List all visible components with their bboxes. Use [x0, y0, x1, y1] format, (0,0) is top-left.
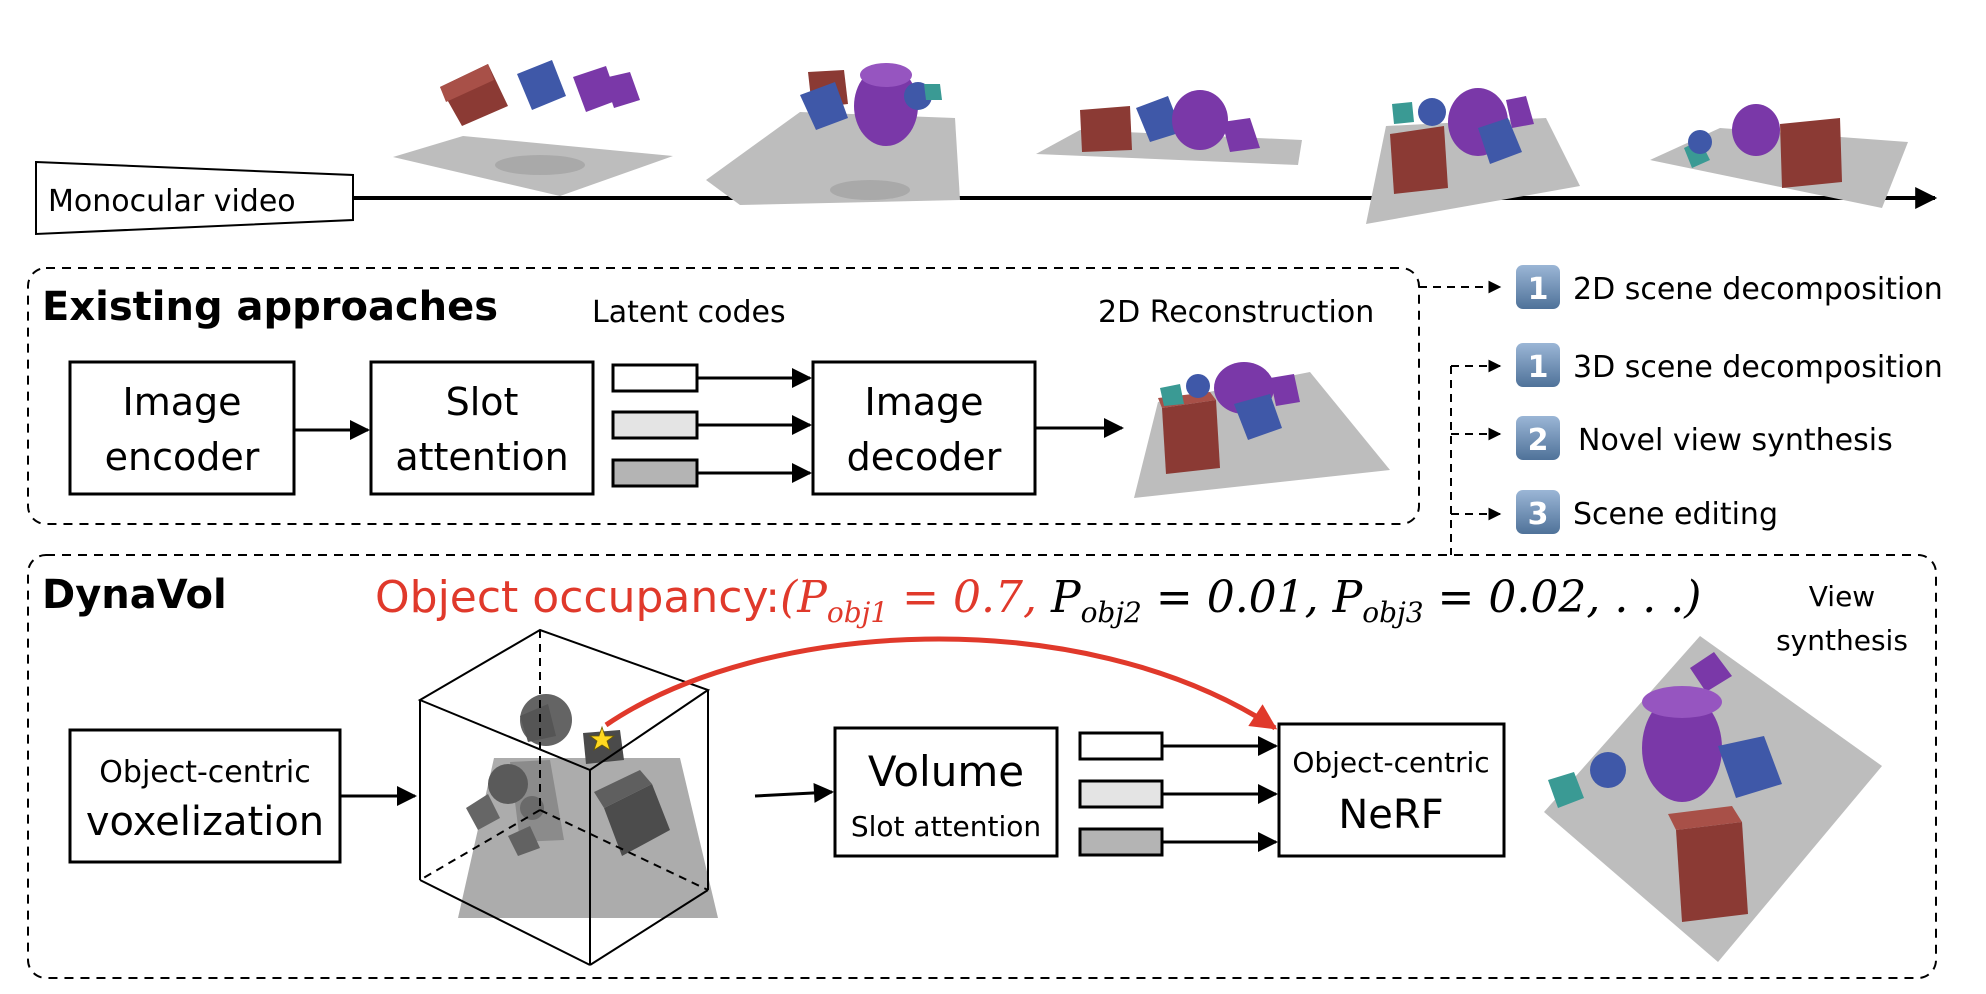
badge-1b-label: 1	[1528, 350, 1549, 385]
view-synthesis-image	[1544, 636, 1882, 962]
volume-line2: Slot attention	[851, 810, 1041, 843]
occupancy-label: Object occupancy:	[375, 572, 780, 623]
voxelization-box	[68, 728, 342, 864]
slot-code-2	[1078, 779, 1164, 809]
cube-blue	[517, 60, 566, 110]
nerf-box	[1277, 722, 1506, 858]
output-edit-label: Scene editing	[1573, 497, 1778, 532]
voxel-cube	[417, 628, 718, 966]
latent-codes-label: Latent codes	[592, 295, 786, 330]
image-decoder-line2: decoder	[847, 435, 1002, 479]
video-label: Monocular video	[48, 184, 296, 219]
badge-2	[1516, 416, 1560, 460]
slot-code-1	[1078, 731, 1164, 761]
video-frame-2	[706, 63, 960, 205]
video-frame-1	[393, 60, 673, 196]
image-decoder-box	[811, 360, 1037, 496]
output-item-edit: 3 Scene editing	[1516, 490, 1778, 534]
output-item-2d: 1 2D scene decomposition	[1516, 265, 1943, 309]
occupancy-formula: Object occupancy:(Pobj1 = 0.7, Pobj2 = 0…	[375, 572, 1701, 629]
nerf-line2: NeRF	[1338, 792, 1443, 838]
badge-3	[1516, 490, 1560, 534]
output-3d-label: 3D scene decomposition	[1573, 350, 1943, 385]
video-frame-4	[1366, 88, 1580, 224]
latent-code-1	[611, 363, 699, 393]
video-label-box	[35, 160, 354, 236]
voxelization-line1: Object-centric	[99, 755, 310, 790]
latent-code-3	[611, 458, 699, 488]
nerf-line1: Object-centric	[1292, 746, 1489, 779]
output-item-nvs: 2 Novel view synthesis	[1516, 416, 1893, 460]
existing-title: Existing approaches	[42, 284, 498, 330]
badge-2-label: 2	[1528, 423, 1549, 458]
video-frame-5	[1650, 104, 1908, 208]
image-encoder-box	[68, 360, 296, 496]
volume-line1: Volume	[868, 747, 1024, 796]
badge-1b	[1516, 343, 1560, 387]
reconstruction-label: 2D Reconstruction	[1098, 295, 1374, 330]
output-list: 1 2D scene decomposition 1 3D scene deco…	[1419, 265, 1943, 555]
star-icon	[588, 725, 616, 751]
arrow-cube-to-volume	[754, 782, 834, 803]
view-synthesis-line2: synthesis	[1776, 624, 1908, 657]
video-frame-3	[1036, 90, 1302, 165]
dynavol-title: DynaVol	[42, 572, 227, 618]
latent-code-2	[611, 410, 699, 440]
badge-1-label: 1	[1528, 272, 1549, 307]
image-encoder-line2: encoder	[105, 435, 260, 479]
slot-attention-line1: Slot	[446, 380, 519, 424]
volume-slot-attention-box	[833, 726, 1059, 858]
slot-code-3	[1078, 827, 1164, 857]
occupancy-arrow	[604, 636, 1278, 731]
view-synthesis-line1: View	[1809, 580, 1875, 613]
slot-attention-box	[369, 360, 595, 496]
reconstruction-image	[1134, 362, 1390, 498]
image-encoder-line1: Image	[122, 380, 241, 424]
video-timeline: Monocular video	[35, 160, 1938, 236]
slot-attention-line2: attention	[395, 435, 568, 479]
output-item-3d: 1 3D scene decomposition	[1516, 343, 1943, 387]
voxelization-line2: voxelization	[86, 799, 324, 845]
badge-3-label: 3	[1528, 497, 1549, 532]
image-decoder-line1: Image	[864, 380, 983, 424]
badge-1	[1516, 265, 1560, 309]
output-nvs-label: Novel view synthesis	[1578, 423, 1893, 458]
dynavol-panel: DynaVol Object occupancy:(Pobj1 = 0.7, P…	[27, 554, 1937, 979]
existing-approaches-panel: Existing approaches Latent codes 2D Reco…	[27, 267, 1420, 525]
output-2d-label: 2D scene decomposition	[1573, 272, 1943, 307]
